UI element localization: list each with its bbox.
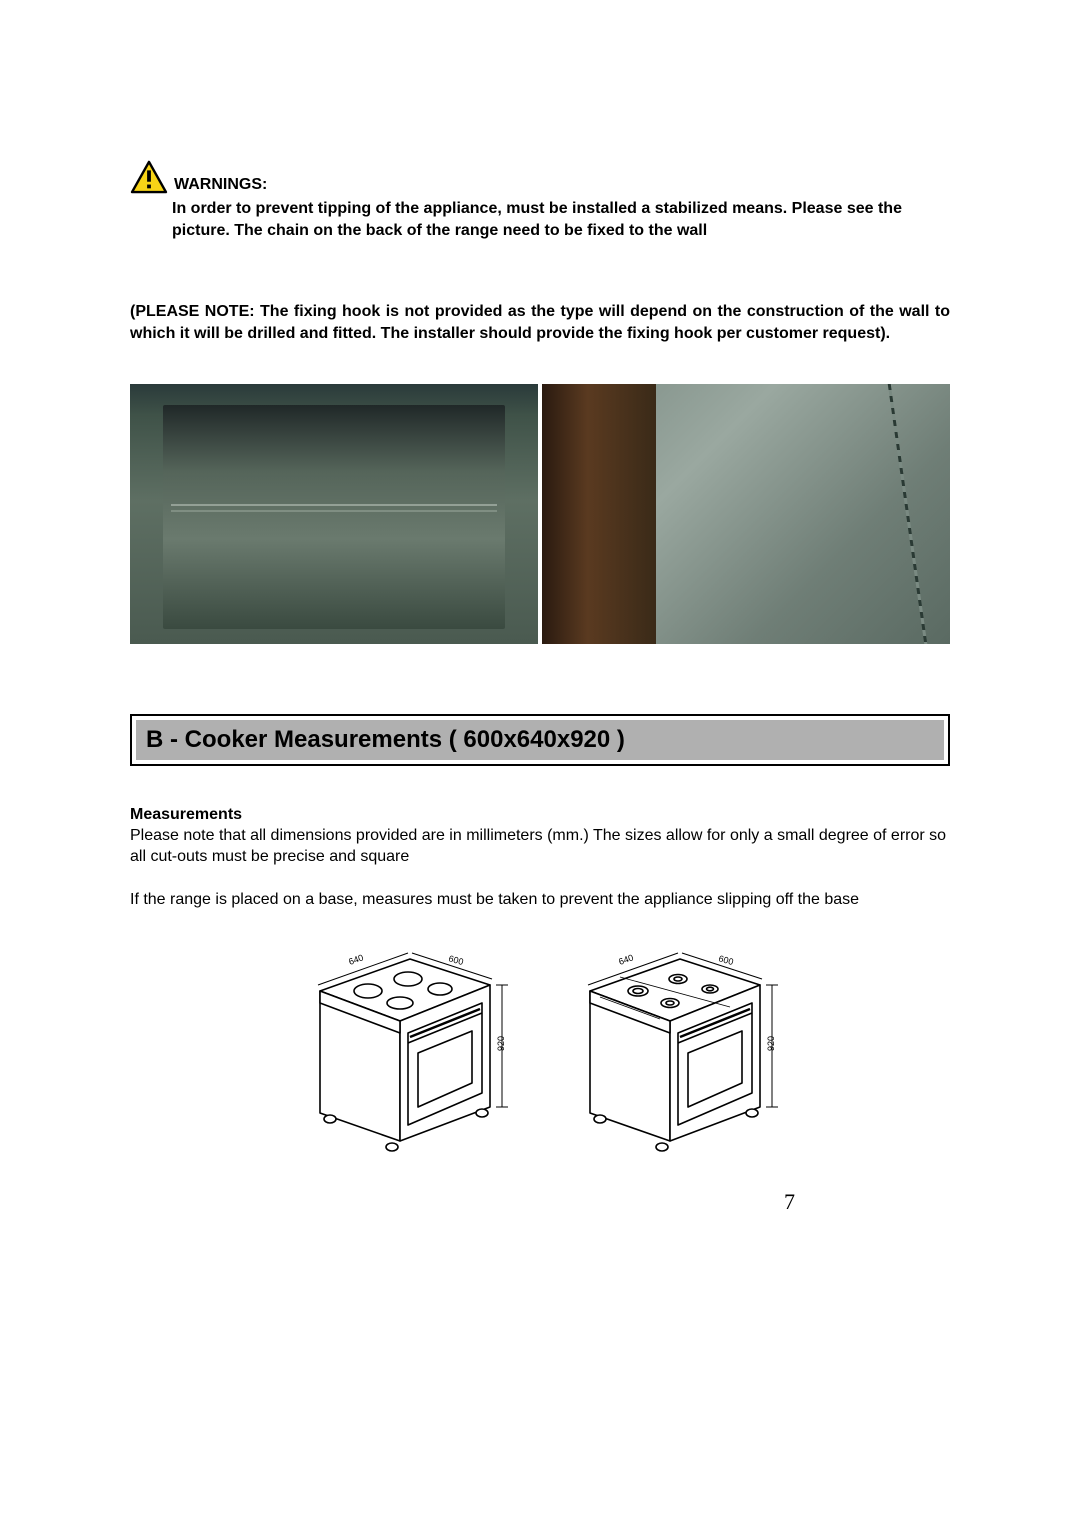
dim-depth-2: 640 (617, 952, 635, 967)
section-title: B - Cooker Measurements ( 600x640x920 ) (146, 726, 934, 754)
warning-icon (130, 160, 168, 194)
note-lead: (PLEASE NOTE: (130, 303, 255, 320)
note-text: (PLEASE NOTE: The fixing hook is not pro… (130, 301, 950, 344)
photo-cooker-back (130, 384, 538, 644)
diagram-cooker-ceramic: 640 600 920 (290, 941, 520, 1171)
dim-height: 920 (496, 1036, 506, 1051)
dim-height-2: 920 (766, 1036, 776, 1051)
diagram-cooker-gas: 640 600 920 (560, 941, 790, 1171)
diagrams-row: 640 600 920 (130, 941, 950, 1171)
measurements-heading: Measurements (130, 806, 950, 824)
warnings-text: In order to prevent tipping of the appli… (130, 198, 950, 241)
photo-row (130, 384, 950, 644)
dim-depth: 640 (347, 952, 365, 967)
measurements-para2: If the range is placed on a base, measur… (130, 890, 950, 911)
warnings-label: WARNINGS: (174, 176, 267, 194)
photo-chain-wall (542, 384, 950, 644)
measurements-para1: Please note that all dimensions provided… (130, 826, 950, 868)
page-number: 7 (784, 1189, 795, 1215)
section-header-box: B - Cooker Measurements ( 600x640x920 ) (130, 714, 950, 766)
